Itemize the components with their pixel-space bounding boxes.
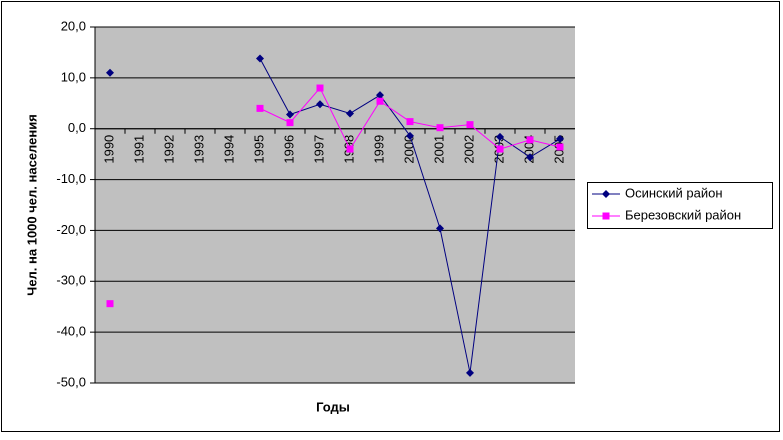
x-tick-label: 1995 xyxy=(251,135,266,164)
y-tick-label: -20,0 xyxy=(56,222,86,237)
plot-area xyxy=(95,27,575,383)
y-tick-label: -30,0 xyxy=(56,273,86,288)
point xyxy=(316,100,324,109)
y-tick-label: 20,0 xyxy=(61,18,86,33)
point xyxy=(556,143,564,151)
point xyxy=(556,134,564,143)
point xyxy=(286,119,294,127)
x-tick-label: 2000 xyxy=(401,135,416,164)
x-tick-label: 2002 xyxy=(461,135,476,164)
y-tick-label: -10,0 xyxy=(56,171,86,186)
point xyxy=(346,109,354,118)
x-tick-label: 1999 xyxy=(371,135,386,164)
point xyxy=(346,145,354,153)
point xyxy=(496,132,504,141)
legend-label: Березовский район xyxy=(625,207,741,222)
x-axis-title: Годы xyxy=(316,399,350,414)
point xyxy=(286,110,294,119)
x-tick-label: 1994 xyxy=(221,135,236,164)
point xyxy=(406,131,414,140)
y-axis-title: Чел. на 1000 чел. населения xyxy=(24,114,39,296)
point xyxy=(526,153,534,162)
x-tick-label: 1990 xyxy=(101,135,116,164)
point xyxy=(106,68,114,77)
y-tick-label: -40,0 xyxy=(56,324,86,339)
point xyxy=(316,84,324,92)
point xyxy=(376,97,384,105)
point xyxy=(256,104,264,112)
x-tick-label: 1991 xyxy=(131,135,146,164)
point xyxy=(466,368,474,377)
x-tick-label: 1997 xyxy=(311,135,326,164)
point xyxy=(526,136,534,144)
x-tick-label: 1996 xyxy=(281,135,296,164)
point xyxy=(496,145,504,153)
legend-marker xyxy=(602,190,610,198)
legend-marker xyxy=(602,212,610,220)
y-tick-label: 10,0 xyxy=(61,69,86,84)
point xyxy=(436,124,444,132)
x-tick-label: 2001 xyxy=(431,135,446,164)
point xyxy=(106,300,114,308)
x-tick-label: 1993 xyxy=(191,135,206,164)
point xyxy=(376,91,384,100)
point xyxy=(406,118,414,126)
point xyxy=(436,224,444,233)
legend xyxy=(587,182,773,229)
x-tick-label: 1992 xyxy=(161,135,176,164)
y-tick-label: -50,0 xyxy=(56,374,86,389)
legend-label: Осинский район xyxy=(625,185,723,200)
y-tick-label: 0,0 xyxy=(68,120,86,135)
point xyxy=(466,121,474,129)
point xyxy=(256,54,264,63)
